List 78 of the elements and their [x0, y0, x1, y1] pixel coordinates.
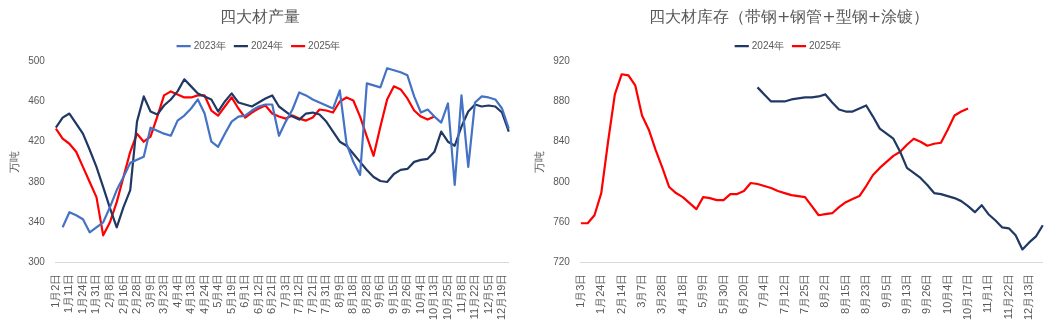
x-tick-label: 9月26日 [400, 273, 413, 314]
y-tick-label: 460 [28, 95, 46, 107]
x-tick-label: 9月13日 [899, 273, 912, 314]
x-tick-label: 1月2日 [48, 273, 61, 308]
x-tick-label: 11月22日 [468, 273, 481, 320]
y-tick-label: 300 [28, 256, 46, 268]
x-tick-label: 1月31日 [89, 273, 102, 314]
x-tick-label: 8月23日 [859, 273, 872, 314]
y-tick-label: 340 [28, 216, 46, 228]
x-tick-label: 5月30日 [716, 273, 729, 314]
x-tick-label: 7月3日 [278, 273, 291, 308]
x-tick-label: 12月13日 [1022, 273, 1035, 321]
x-tick-label: 8月2日 [818, 273, 831, 308]
x-tick-label: 10月17日 [961, 273, 974, 321]
y-tick-label: 880 [553, 95, 571, 107]
x-tick-label: 7月12日 [777, 273, 790, 314]
legend-label: 2024年 [250, 39, 284, 51]
x-tick-label: 9月6日 [373, 273, 386, 308]
x-tick-label: 5月4日 [211, 273, 224, 308]
x-tick-label: 2月8日 [103, 273, 115, 308]
x-tick-label: 6月12日 [251, 273, 264, 314]
x-tick-label: 1月3日 [573, 273, 586, 308]
x-tick-label: 3月7日 [635, 273, 648, 308]
x-tick-label: 10月4日 [413, 273, 426, 314]
legend-label: 2024年 [751, 39, 784, 51]
legend-label: 2025年 [308, 39, 341, 51]
y-tick-label: 840 [553, 135, 571, 147]
y-tick-label: 920 [553, 54, 571, 66]
x-tick-label: 11月8日 [454, 273, 467, 314]
x-tick-label: 6月1日 [238, 273, 251, 308]
x-tick-label: 6月20日 [736, 273, 749, 314]
x-tick-label: 10月4日 [940, 273, 953, 314]
x-tick-label: 9月26日 [920, 273, 933, 314]
x-tick-label: 4月18日 [675, 273, 688, 314]
x-tick-label: 7月25日 [798, 273, 811, 314]
y-axis-title: 万吨 [532, 150, 545, 173]
y-tick-label: 500 [28, 54, 46, 66]
y-tick-label: 420 [28, 135, 46, 147]
x-tick-label: 8月9日 [332, 273, 345, 308]
x-tick-label: 7月31日 [319, 273, 332, 314]
x-tick-label: 1月24日 [594, 273, 607, 314]
x-tick-label: 3月9日 [143, 273, 156, 308]
x-tick-label: 3月28日 [655, 273, 668, 314]
x-tick-label: 4月24日 [197, 273, 210, 314]
chart-title: 四大材库存（带钢+钢管+型钢+涂镀） [648, 6, 930, 26]
x-tick-label: 8月28日 [359, 273, 372, 314]
x-tick-label: 5月9日 [696, 273, 709, 308]
x-tick-label: 5月19日 [224, 273, 237, 314]
y-tick-label: 760 [553, 216, 571, 228]
x-tick-label: 4月4日 [170, 273, 183, 308]
x-tick-label: 2月28日 [130, 273, 143, 314]
x-tick-label: 7月21日 [305, 273, 318, 314]
x-tick-label: 10月13日 [427, 273, 440, 321]
y-tick-label: 380 [28, 175, 46, 187]
x-tick-label: 1月24日 [75, 273, 88, 314]
x-tick-label: 6月21日 [265, 273, 278, 314]
legend-label: 2023年 [193, 39, 226, 51]
x-tick-label: 10月25日 [440, 273, 453, 321]
x-tick-label: 7月4日 [757, 273, 770, 308]
x-tick-label: 8月15日 [838, 273, 851, 314]
x-tick-label: 3月23日 [157, 273, 170, 314]
x-tick-label: 2月14日 [614, 273, 627, 314]
x-tick-label: 9月5日 [879, 273, 892, 308]
x-tick-label: 7月12日 [292, 273, 305, 314]
x-tick-label: 1月11日 [62, 273, 75, 314]
x-tick-label: 2月16日 [116, 273, 129, 314]
x-tick-label: 11月1日 [981, 273, 994, 314]
y-axis-title: 万吨 [7, 150, 20, 173]
x-tick-label: 9月15日 [386, 273, 399, 314]
x-tick-label: 4月13日 [184, 273, 197, 314]
x-tick-label: 12月5日 [481, 273, 494, 314]
x-tick-label: 11月22日 [1001, 273, 1014, 320]
x-tick-label: 8月18日 [346, 273, 359, 314]
y-tick-label: 800 [553, 175, 571, 187]
y-tick-label: 720 [553, 256, 571, 268]
chart-title: 四大材产量 [219, 6, 300, 26]
legend-label: 2025年 [809, 39, 842, 51]
x-tick-label: 12月19日 [495, 273, 508, 321]
